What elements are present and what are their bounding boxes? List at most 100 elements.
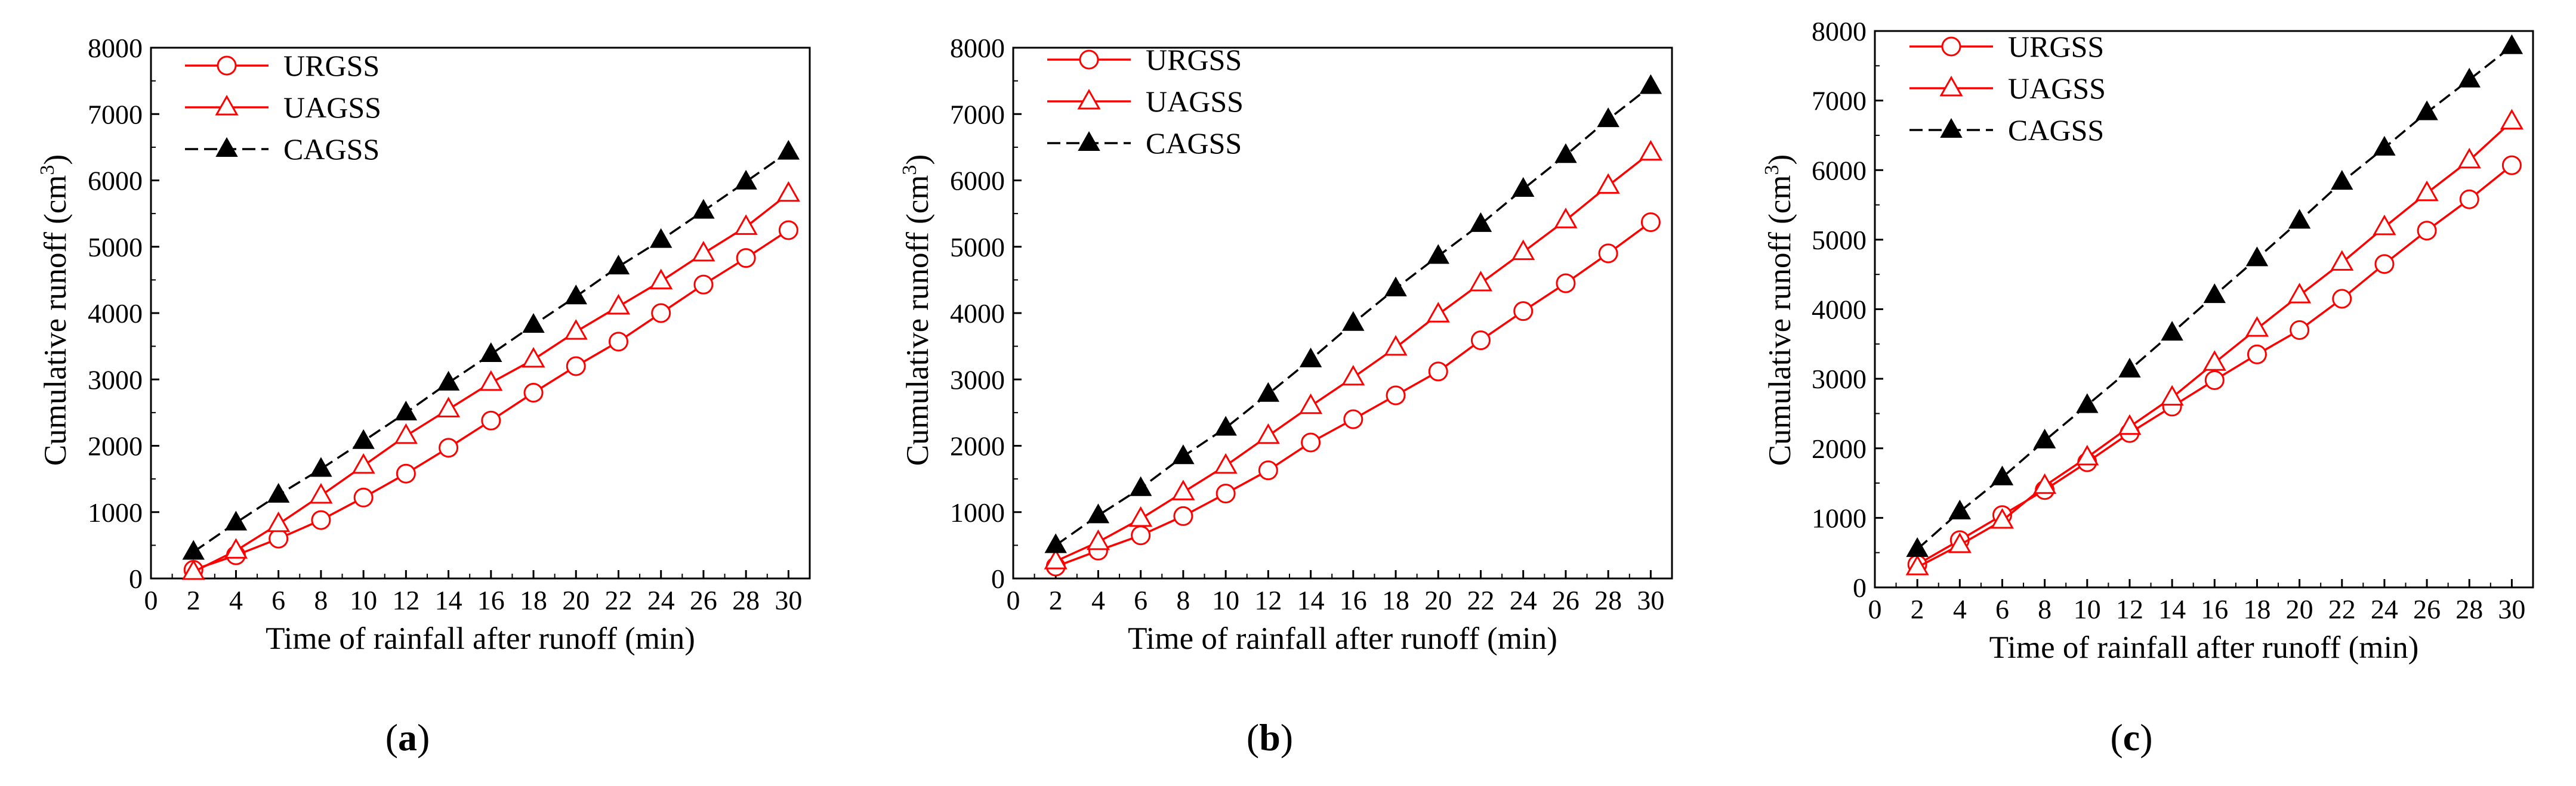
data-point-urgss	[2332, 289, 2352, 309]
x-tick-label: 20	[2286, 594, 2313, 624]
x-tick-label: 10	[2074, 594, 2101, 624]
x-tick-label: 18	[2243, 594, 2270, 624]
data-point-uagss	[1948, 532, 1972, 553]
data-point-cagss	[2245, 246, 2269, 267]
data-point-uagss	[1905, 555, 1929, 575]
data-point-cagss	[522, 312, 545, 333]
legend-marker-urgss	[1079, 49, 1099, 70]
y-tick-label: 8000	[88, 33, 143, 63]
x-tick-label: 0	[1868, 594, 1882, 624]
data-point-cagss	[182, 540, 205, 560]
data-point-uagss	[437, 397, 461, 417]
x-tick-label: 26	[1552, 585, 1579, 615]
x-tick-label: 10	[350, 585, 377, 615]
data-point-uagss	[1990, 508, 2014, 529]
data-point-urgss	[1301, 432, 1321, 453]
data-point-urgss	[2204, 370, 2225, 390]
data-point-uagss	[181, 559, 205, 580]
panel-label: (a)	[385, 716, 430, 759]
data-point-uagss	[1214, 453, 1238, 474]
y-tick-label: 6000	[88, 166, 143, 196]
data-point-uagss	[692, 240, 715, 262]
data-point-cagss	[1511, 177, 1535, 197]
data-point-urgss	[566, 356, 586, 376]
panel-label-letter: c	[2123, 716, 2140, 759]
x-tick-label: 22	[604, 585, 632, 615]
x-tick-label: 0	[1007, 585, 1020, 615]
data-point-cagss	[1342, 311, 1365, 331]
data-point-uagss	[1426, 302, 1450, 323]
data-point-uagss	[522, 346, 545, 368]
x-tick-label: 8	[314, 585, 328, 615]
x-tick-label: 4	[1953, 594, 1967, 624]
data-point-cagss	[1087, 503, 1110, 524]
data-point-urgss	[2374, 254, 2395, 274]
y-tick-label: 4000	[88, 298, 143, 329]
x-tick-label: 4	[1091, 585, 1105, 615]
x-tick-label: 18	[1382, 585, 1409, 615]
data-point-urgss	[311, 510, 331, 530]
plot-frame	[150, 47, 811, 580]
data-point-cagss	[310, 457, 332, 477]
x-tick-label: 26	[2413, 594, 2441, 624]
legend-label-urgss: URGSS	[1146, 43, 1242, 76]
y-tick-label: 7000	[950, 99, 1005, 129]
y-tick-label: 1000	[88, 497, 143, 528]
data-point-uagss	[479, 370, 503, 391]
panel-label-open: (	[1247, 716, 1259, 759]
data-point-urgss	[736, 248, 756, 268]
data-point-cagss	[2161, 321, 2183, 341]
data-point-cagss	[692, 199, 715, 219]
x-tick-label: 20	[562, 585, 590, 615]
data-point-uagss	[1384, 335, 1408, 356]
legend-label-urgss: URGSS	[283, 49, 380, 82]
data-point-urgss	[778, 220, 798, 240]
data-point-uagss	[1554, 208, 1578, 228]
data-point-urgss	[2247, 344, 2267, 364]
data-point-cagss	[480, 342, 502, 362]
y-tick-label: 1000	[1812, 503, 1867, 533]
data-point-uagss	[776, 181, 800, 202]
data-point-uagss	[2500, 109, 2523, 130]
x-tick-label: 14	[1297, 585, 1325, 615]
x-tick-label: 6	[1134, 585, 1147, 615]
data-point-cagss	[1469, 212, 1492, 232]
plot-frame	[1012, 47, 1673, 580]
data-point-urgss	[608, 332, 628, 352]
data-point-urgss	[1173, 506, 1193, 526]
data-point-cagss	[1427, 244, 1449, 264]
x-tick-label: 16	[1340, 585, 1367, 615]
data-point-uagss	[1044, 549, 1068, 570]
data-point-cagss	[1172, 444, 1195, 465]
data-point-cagss	[2118, 357, 2141, 377]
data-point-uagss	[2202, 350, 2226, 371]
y-tick-label: 2000	[88, 431, 143, 462]
data-point-urgss	[523, 383, 544, 403]
y-axis-label-text: Cumulative runoff (cm	[900, 175, 935, 466]
data-point-cagss	[1129, 476, 1152, 496]
data-point-cagss	[437, 370, 460, 391]
data-point-uagss	[267, 511, 291, 533]
data-point-urgss	[1131, 525, 1151, 546]
y-axis-label-close: )	[1763, 154, 1797, 165]
series-line-uagss	[1055, 151, 1652, 562]
data-point-urgss	[1343, 409, 1363, 429]
legend-label-cagss: CAGSS	[1146, 126, 1242, 160]
data-point-urgss	[353, 487, 374, 508]
x-tick-label: 30	[775, 585, 802, 615]
y-axis-label-close: )	[38, 154, 73, 165]
data-point-cagss	[735, 169, 757, 190]
x-tick-label: 30	[1637, 585, 1664, 615]
data-point-uagss	[2415, 180, 2439, 202]
data-point-urgss	[396, 463, 416, 484]
y-tick-label: 8000	[1812, 16, 1867, 47]
data-point-cagss	[2415, 100, 2438, 120]
legend-marker-cagss	[1940, 117, 1963, 138]
x-tick-label: 16	[2201, 594, 2228, 624]
data-point-uagss	[309, 482, 333, 504]
x-tick-label: 6	[272, 585, 285, 615]
panel-label: (c)	[2110, 716, 2152, 759]
data-point-uagss	[2457, 147, 2481, 169]
data-point-uagss	[2160, 385, 2184, 406]
y-tick-label: 3000	[88, 364, 143, 395]
